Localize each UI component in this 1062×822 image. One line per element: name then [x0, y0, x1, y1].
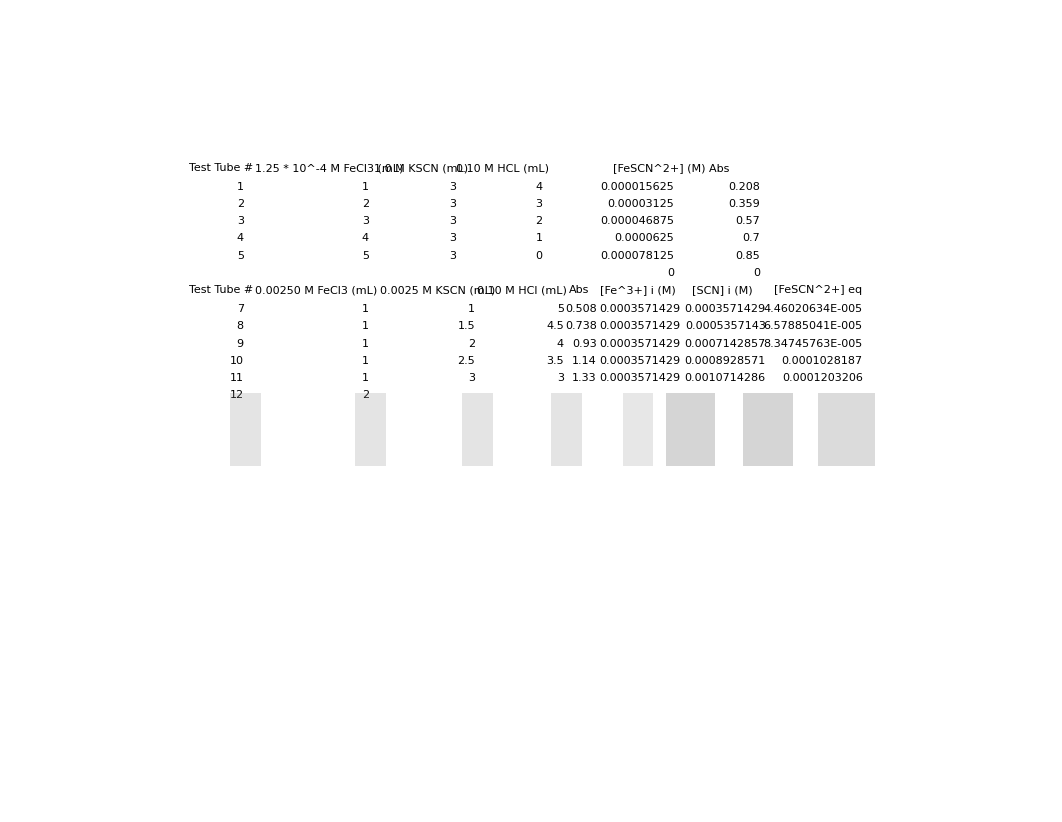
Text: Test Tube #: Test Tube #	[189, 164, 253, 173]
Text: 5: 5	[558, 304, 564, 314]
Text: 0.85: 0.85	[735, 251, 760, 261]
Text: 0.738: 0.738	[565, 321, 597, 331]
Text: 0.57: 0.57	[735, 216, 760, 226]
Text: 3: 3	[535, 199, 543, 210]
Bar	[229, 393, 261, 466]
Text: 2: 2	[362, 390, 369, 399]
Text: 8: 8	[237, 321, 244, 331]
Text: 1: 1	[468, 304, 475, 314]
Text: 3: 3	[237, 216, 244, 226]
Text: [FeSCN^2+] (M) Abs: [FeSCN^2+] (M) Abs	[614, 164, 730, 173]
Text: 3: 3	[362, 216, 369, 226]
Text: 2.5: 2.5	[458, 356, 475, 366]
Text: 11: 11	[229, 372, 244, 383]
Text: 0.7: 0.7	[742, 233, 760, 243]
Text: 1.25 * 10^-4 M FeCl3 (mL): 1.25 * 10^-4 M FeCl3 (mL)	[255, 164, 402, 173]
Text: 0.0007142857: 0.0007142857	[684, 339, 766, 349]
Text: 0.208: 0.208	[729, 182, 760, 192]
Text: 1: 1	[362, 339, 369, 349]
Text: 0.0000625: 0.0000625	[615, 233, 674, 243]
Text: 2: 2	[362, 199, 369, 210]
Text: 1.33: 1.33	[572, 372, 597, 383]
Text: 3: 3	[468, 372, 475, 383]
Text: Test Tube #: Test Tube #	[189, 285, 253, 295]
Text: 3: 3	[449, 233, 457, 243]
Text: 5: 5	[362, 251, 369, 261]
Text: 0.10 M HCL (mL): 0.10 M HCL (mL)	[457, 164, 549, 173]
Text: 9: 9	[237, 339, 244, 349]
Bar	[215, 393, 874, 466]
Text: 0: 0	[535, 251, 543, 261]
Text: 0: 0	[753, 268, 760, 278]
Text: 0.0003571429: 0.0003571429	[599, 321, 680, 331]
Text: 0.00003125: 0.00003125	[607, 199, 674, 210]
Text: 12: 12	[229, 390, 244, 399]
Text: 1: 1	[362, 372, 369, 383]
Bar	[462, 393, 493, 466]
Text: 0.10 M HCl (mL): 0.10 M HCl (mL)	[477, 285, 567, 295]
Text: 0.000015625: 0.000015625	[601, 182, 674, 192]
Text: 4: 4	[535, 182, 543, 192]
Text: 0.000078125: 0.000078125	[600, 251, 674, 261]
Text: 3: 3	[449, 182, 457, 192]
Text: 0.0003571429: 0.0003571429	[685, 304, 766, 314]
Text: 0.0008928571: 0.0008928571	[684, 356, 766, 366]
Bar	[666, 393, 716, 466]
Text: 3.5: 3.5	[547, 356, 564, 366]
Text: 10: 10	[229, 356, 244, 366]
Text: 6.57885041E-005: 6.57885041E-005	[764, 321, 862, 331]
Text: 7: 7	[237, 304, 244, 314]
Text: 0: 0	[667, 268, 674, 278]
Text: 0.359: 0.359	[729, 199, 760, 210]
Text: 4: 4	[237, 233, 244, 243]
Text: 2: 2	[237, 199, 244, 210]
Text: 3: 3	[449, 251, 457, 261]
Text: 0.000046875: 0.000046875	[600, 216, 674, 226]
Text: 1: 1	[362, 356, 369, 366]
Bar	[743, 393, 793, 466]
Text: 1.0 M KSCN (mL): 1.0 M KSCN (mL)	[374, 164, 468, 173]
Text: [SCN] i (M): [SCN] i (M)	[692, 285, 753, 295]
Text: 0.0001028187: 0.0001028187	[782, 356, 862, 366]
Bar	[551, 393, 582, 466]
Text: 4: 4	[556, 339, 564, 349]
Text: 1: 1	[535, 233, 543, 243]
Text: 1: 1	[362, 321, 369, 331]
Text: [Fe^3+] i (M): [Fe^3+] i (M)	[600, 285, 676, 295]
Text: [FeSCN^2+] eq: [FeSCN^2+] eq	[774, 285, 862, 295]
Text: 1.5: 1.5	[458, 321, 475, 331]
Text: 3: 3	[558, 372, 564, 383]
Text: 8.34745763E-005: 8.34745763E-005	[764, 339, 862, 349]
Text: 5: 5	[237, 251, 244, 261]
Text: 2: 2	[468, 339, 475, 349]
Bar	[818, 393, 875, 466]
Text: 4.5: 4.5	[546, 321, 564, 331]
Text: 0.0025 M KSCN (mL): 0.0025 M KSCN (mL)	[380, 285, 495, 295]
Text: 0.0005357143: 0.0005357143	[685, 321, 766, 331]
Text: 4.46020634E-005: 4.46020634E-005	[764, 304, 862, 314]
Bar	[355, 393, 387, 466]
Text: 1: 1	[237, 182, 244, 192]
Text: 1: 1	[362, 304, 369, 314]
Text: Abs: Abs	[569, 285, 589, 295]
Bar	[623, 393, 653, 466]
Text: 0.0010714286: 0.0010714286	[685, 372, 766, 383]
Text: 0.0001203206: 0.0001203206	[782, 372, 862, 383]
Text: 0.508: 0.508	[565, 304, 597, 314]
Text: 3: 3	[449, 216, 457, 226]
Text: 4: 4	[362, 233, 369, 243]
Text: 0.00250 M FeCl3 (mL): 0.00250 M FeCl3 (mL)	[255, 285, 377, 295]
Text: 0.0003571429: 0.0003571429	[599, 304, 680, 314]
Text: 0.0003571429: 0.0003571429	[599, 356, 680, 366]
Text: 0.0003571429: 0.0003571429	[599, 339, 680, 349]
Text: 1.14: 1.14	[572, 356, 597, 366]
Text: 1: 1	[362, 182, 369, 192]
Text: 0.93: 0.93	[572, 339, 597, 349]
Text: 0.0003571429: 0.0003571429	[599, 372, 680, 383]
Text: 2: 2	[535, 216, 543, 226]
Text: 3: 3	[449, 199, 457, 210]
